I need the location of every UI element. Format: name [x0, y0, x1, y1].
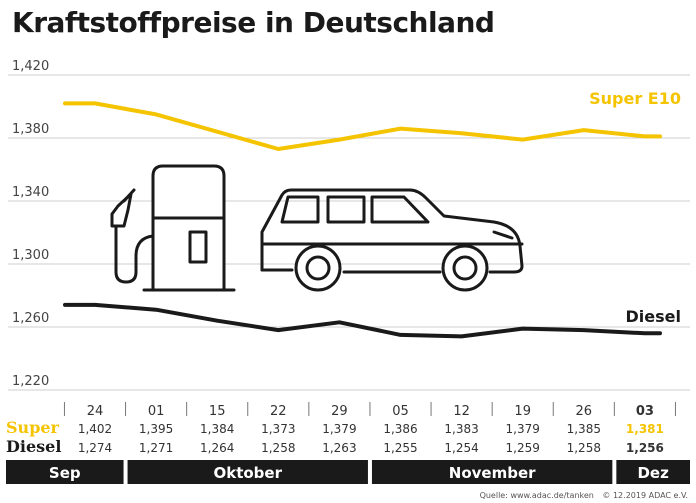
x-tick-label: 01	[148, 404, 165, 419]
month-label: Dez	[637, 464, 669, 482]
data-label: 1,264	[200, 441, 234, 455]
source-note: Quelle: www.adac.de/tanken © 12.2019 ADA…	[474, 491, 688, 500]
x-axis: 24 01 15 22 29 05 12 19 26 03	[63, 402, 676, 419]
x-tick-label: 19	[514, 404, 531, 419]
x-tick-label: 05	[392, 404, 409, 419]
data-label: 1,256	[626, 441, 664, 455]
y-axis-ticks: 1,220 1,260 1,300 1,340 1,380 1,420	[12, 59, 49, 389]
x-tick-label: 15	[209, 404, 226, 419]
y-tick-label: 1,220	[12, 374, 49, 389]
month-block	[127, 460, 368, 484]
series-labels: Super E10 Diesel	[589, 89, 681, 326]
data-label: 1,274	[78, 441, 112, 455]
source-text: Quelle: www.adac.de/tanken	[479, 491, 594, 500]
month-block	[616, 460, 690, 484]
data-label: 1,379	[322, 422, 356, 436]
data-label: 1,383	[444, 422, 478, 436]
data-label: 1,386	[383, 422, 417, 436]
y-tick-label: 1,340	[12, 185, 49, 200]
value-table: Super 1,402 1,395 1,384 1,373 1,379 1,386 1,383…	[6, 418, 664, 456]
month-block	[371, 460, 613, 484]
x-tick-label: 12	[453, 404, 470, 419]
month-label: November	[449, 464, 536, 482]
data-label: 1,381	[626, 422, 664, 436]
grid	[8, 74, 690, 391]
fuel-pump-icon	[110, 164, 236, 292]
y-tick-label: 1,260	[12, 311, 49, 326]
copyright-text: © 12.2019 ADAC e.V.	[602, 491, 688, 500]
data-label: 1,255	[383, 441, 417, 455]
y-tick-label: 1,420	[12, 59, 49, 74]
x-tick-label: 03	[636, 404, 654, 419]
data-label: 1,373	[261, 422, 295, 436]
car-icon	[260, 188, 524, 292]
data-label: 1,259	[506, 441, 540, 455]
row-label-super: Super	[6, 418, 60, 437]
series-label-super: Super E10	[589, 89, 681, 108]
x-tick-label: 26	[576, 404, 593, 419]
y-tick-label: 1,380	[12, 122, 49, 137]
chart-title: Kraftstoffpreise in Deutschland	[12, 6, 495, 39]
y-tick-label: 1,300	[12, 248, 49, 263]
series-line-0	[63, 101, 662, 151]
month-label: Oktober	[213, 464, 282, 482]
data-label: 1,271	[139, 441, 173, 455]
data-label: 1,395	[139, 422, 173, 436]
month-label: Sep	[49, 464, 81, 482]
data-label: 1,258	[261, 441, 295, 455]
series-lines	[63, 101, 662, 339]
series-line-1	[63, 302, 662, 339]
data-label: 1,385	[567, 422, 601, 436]
data-label: 1,263	[322, 441, 356, 455]
x-tick-label: 24	[87, 404, 104, 419]
x-tick-label: 22	[270, 404, 287, 419]
x-tick-label: 29	[331, 404, 348, 419]
series-label-diesel: Diesel	[626, 307, 681, 326]
month-block	[6, 460, 124, 484]
row-label-diesel: Diesel	[6, 437, 61, 456]
data-label: 1,258	[567, 441, 601, 455]
data-label: 1,254	[444, 441, 478, 455]
data-label: 1,379	[506, 422, 540, 436]
data-label: 1,402	[78, 422, 112, 436]
month-bar: Sep Oktober November Dez	[6, 460, 690, 484]
data-label: 1,384	[200, 422, 234, 436]
